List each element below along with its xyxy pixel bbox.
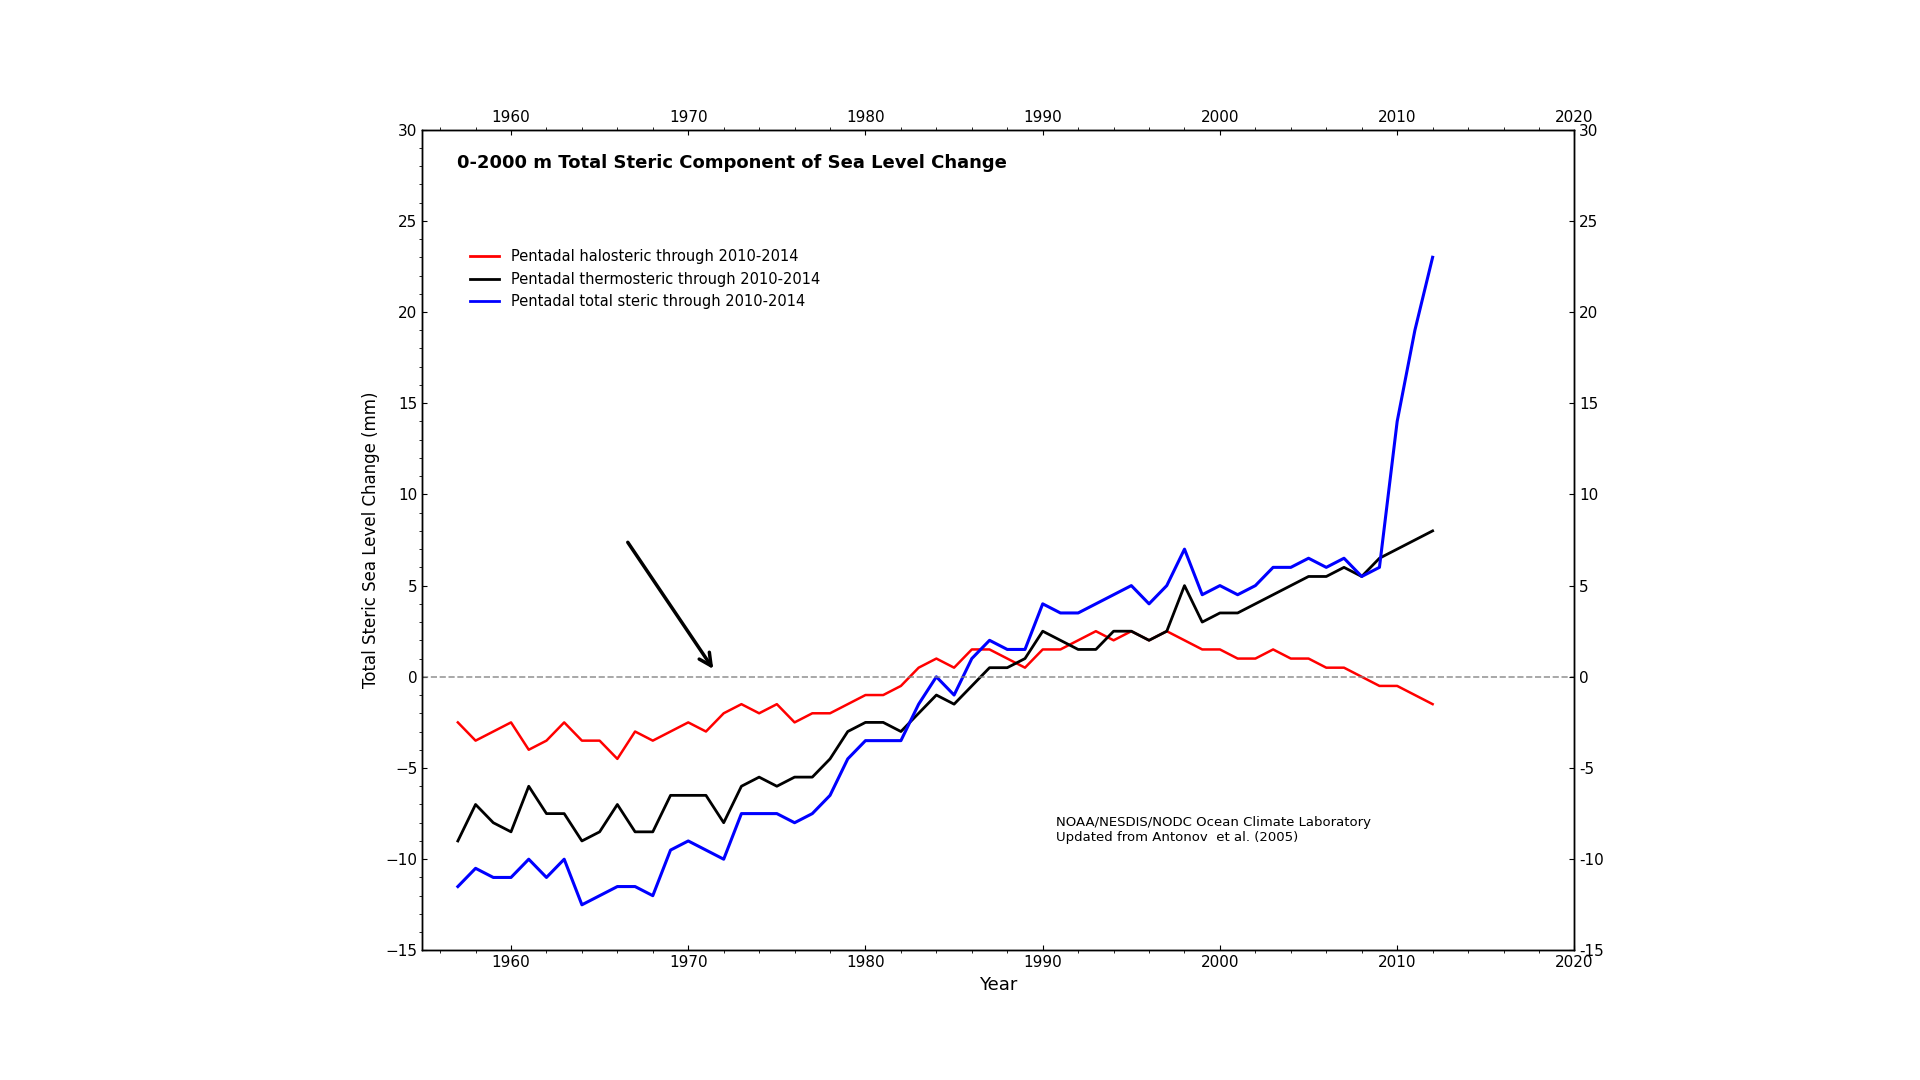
Line: Pentadal halosteric through 2010-2014: Pentadal halosteric through 2010-2014: [457, 631, 1432, 759]
Pentadal halosteric through 2010-2014: [607, 753, 630, 766]
Pentadal total steric through 2010-2014: [1208, 579, 1231, 592]
Legend: Pentadal halosteric through 2010-2014, Pentadal thermosteric through 2010-2014, : Pentadal halosteric through 2010-2014, P…: [465, 244, 826, 315]
Pentadal thermosteric through 2010-2014: [1190, 616, 1213, 629]
Pentadal total steric through 2010-2014: [1014, 643, 1037, 656]
Pentadal total steric through 2010-2014: [1068, 607, 1091, 620]
Line: Pentadal total steric through 2010-2014: Pentadal total steric through 2010-2014: [457, 257, 1432, 905]
Pentadal halosteric through 2010-2014: [818, 706, 841, 719]
Pentadal halosteric through 2010-2014: [1227, 652, 1250, 665]
Pentadal total steric through 2010-2014: [465, 862, 488, 875]
Pentadal halosteric through 2010-2014: [1421, 698, 1444, 711]
Pentadal total steric through 2010-2014: [818, 788, 841, 801]
Pentadal thermosteric through 2010-2014: [1421, 525, 1444, 538]
Pentadal halosteric through 2010-2014: [1068, 634, 1091, 647]
Pentadal halosteric through 2010-2014: [1119, 624, 1142, 637]
Pentadal total steric through 2010-2014: [570, 899, 593, 912]
Pentadal thermosteric through 2010-2014: [801, 771, 824, 784]
X-axis label: Year: Year: [979, 976, 1018, 994]
Pentadal halosteric through 2010-2014: [465, 734, 488, 747]
Pentadal halosteric through 2010-2014: [1014, 661, 1037, 674]
Pentadal total steric through 2010-2014: [445, 880, 468, 893]
Pentadal total steric through 2010-2014: [1421, 251, 1444, 264]
Pentadal halosteric through 2010-2014: [1085, 624, 1108, 637]
Text: 0-2000 m Total Steric Component of Sea Level Change: 0-2000 m Total Steric Component of Sea L…: [457, 154, 1006, 172]
Line: Pentadal thermosteric through 2010-2014: Pentadal thermosteric through 2010-2014: [457, 531, 1432, 841]
Pentadal total steric through 2010-2014: [1102, 589, 1125, 602]
Text: NOAA/NESDIS/NODC Ocean Climate Laboratory
Updated from Antonov  et al. (2005): NOAA/NESDIS/NODC Ocean Climate Laborator…: [1056, 815, 1371, 843]
Pentadal thermosteric through 2010-2014: [996, 661, 1020, 674]
Pentadal thermosteric through 2010-2014: [1048, 634, 1071, 647]
Pentadal halosteric through 2010-2014: [445, 716, 468, 729]
Y-axis label: Total Steric Sea Level Change (mm): Total Steric Sea Level Change (mm): [363, 392, 380, 688]
Pentadal thermosteric through 2010-2014: [465, 798, 488, 811]
Pentadal thermosteric through 2010-2014: [445, 835, 468, 848]
Pentadal thermosteric through 2010-2014: [1085, 643, 1108, 656]
